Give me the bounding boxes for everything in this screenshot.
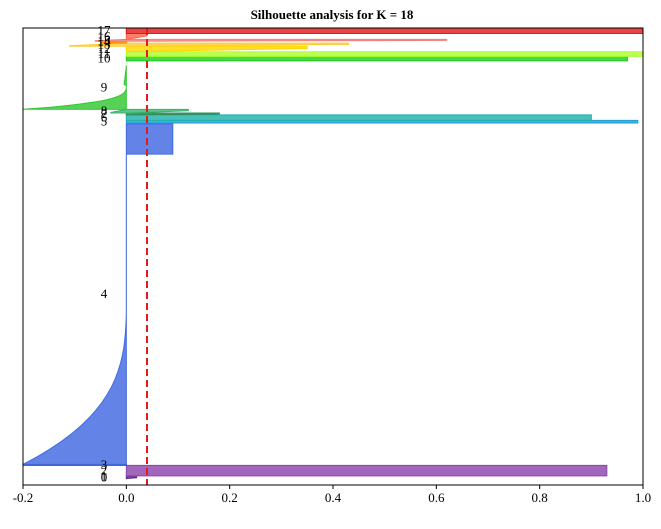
cluster-label-1: 1 <box>101 468 108 483</box>
silhouette-cluster-17 <box>125 27 644 34</box>
cluster-label-3: 3 <box>101 457 108 472</box>
silhouette-cluster-11 <box>125 51 644 57</box>
x-tick-label: 1.0 <box>635 490 651 505</box>
silhouette-cluster-13 <box>69 42 349 47</box>
silhouette-cluster-7 <box>125 112 220 116</box>
cluster-label-6: 6 <box>101 110 108 125</box>
cluster-label-14: 14 <box>98 34 112 49</box>
cluster-label-17: 17 <box>98 23 112 38</box>
cluster-label-16: 16 <box>98 29 112 44</box>
silhouette-cluster-8 <box>110 108 189 114</box>
silhouette-cluster-2 <box>125 464 608 477</box>
silhouette-cluster-4 <box>22 123 174 465</box>
x-tick-label: 0.6 <box>428 490 445 505</box>
silhouette-cluster-6 <box>125 114 592 121</box>
cluster-label-15: 15 <box>98 32 111 47</box>
cluster-label-11: 11 <box>98 46 111 61</box>
silhouette-cluster-16 <box>125 32 148 41</box>
silhouette-cluster-12 <box>125 45 308 53</box>
cluster-label-8: 8 <box>101 103 108 118</box>
x-tick-label: -0.2 <box>13 490 34 505</box>
cluster-label-10: 10 <box>98 51 111 66</box>
cluster-label-4: 4 <box>101 286 108 301</box>
cluster-label-0: 0 <box>101 470 108 485</box>
x-tick-label: 0.2 <box>222 490 238 505</box>
cluster-label-5: 5 <box>101 114 108 129</box>
x-tick-label: 0.0 <box>118 490 134 505</box>
silhouette-cluster-15 <box>94 38 448 42</box>
cluster-label-7: 7 <box>101 106 108 121</box>
x-tick-label: 0.8 <box>532 490 548 505</box>
cluster-label-9: 9 <box>101 80 108 95</box>
silhouette-cluster-10 <box>125 55 628 62</box>
silhouette-cluster-9 <box>22 64 127 110</box>
cluster-label-2: 2 <box>101 463 108 478</box>
x-ticks-layer: -0.2 0.0 0.2 0.4 0.6 0.8 1.0 <box>13 485 651 505</box>
x-tick-label: 0.4 <box>325 490 342 505</box>
chart-title: Silhouette analysis for K = 18 <box>251 7 414 22</box>
cluster-label-12: 12 <box>98 41 111 56</box>
cluster-label-13: 13 <box>98 37 111 52</box>
clusters-layer <box>22 27 644 480</box>
